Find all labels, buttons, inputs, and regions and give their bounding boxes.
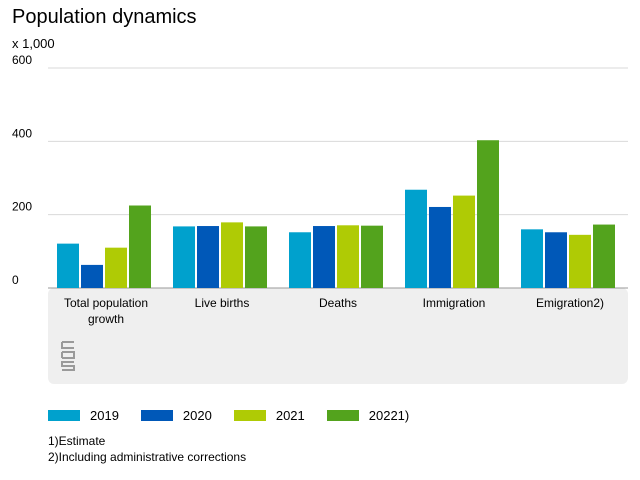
bar-2021-1[interactable] <box>221 222 243 288</box>
x-category-label: Immigration <box>423 296 486 310</box>
footnote-administrative: 2)Including administrative corrections <box>48 450 247 464</box>
bar-20221)-2[interactable] <box>361 225 383 288</box>
legend-item-2019[interactable]: 2019 <box>48 408 119 423</box>
legend-label: 2021 <box>275 408 305 423</box>
legend-item-20221)[interactable]: 20221) <box>326 408 410 423</box>
bar-2019-1[interactable] <box>173 226 195 288</box>
bar-20221)-1[interactable] <box>245 226 267 288</box>
legend-label: 2020 <box>182 408 212 423</box>
legend-swatch <box>48 410 80 421</box>
y-tick-label: 200 <box>12 200 32 214</box>
y-tick-label: 600 <box>12 53 32 67</box>
bar-2020-0[interactable] <box>81 264 103 288</box>
bar-2021-4[interactable] <box>569 234 591 288</box>
x-category-label: Live births <box>195 296 250 310</box>
bar-2020-3[interactable] <box>429 206 451 288</box>
bar-20221)-4[interactable] <box>593 224 615 288</box>
bars-layer <box>57 140 615 288</box>
chart-legend: 2019 2020 2021 20221) <box>48 408 431 423</box>
legend-label: 20221) <box>368 408 410 423</box>
cbs-logo-icon <box>61 341 75 371</box>
bar-20221)-3[interactable] <box>477 140 499 288</box>
x-category-label: Emigration2) <box>536 296 604 310</box>
legend-item-2021[interactable]: 2021 <box>233 408 305 423</box>
category-band-background <box>48 288 628 384</box>
legend-swatch <box>140 410 173 421</box>
y-tick-label: 400 <box>12 126 32 140</box>
x-category-label: growth <box>88 312 124 326</box>
bar-2020-2[interactable] <box>313 226 335 288</box>
legend-swatch <box>326 410 359 421</box>
bar-2019-2[interactable] <box>289 232 311 288</box>
bar-2019-3[interactable] <box>405 189 427 288</box>
chart-svg: 0 200 400 600 Total population growth Live bir… <box>12 53 628 384</box>
bar-2020-1[interactable] <box>197 226 219 288</box>
bar-2019-4[interactable] <box>521 229 543 288</box>
bar-2021-3[interactable] <box>453 195 475 288</box>
legend-item-2020[interactable]: 2020 <box>140 408 212 423</box>
y-axis-unit-label: x 1,000 <box>12 36 55 51</box>
bar-20221)-0[interactable] <box>129 205 151 289</box>
footnotes: 1)Estimate 2)Including administrative co… <box>48 433 246 465</box>
chart-title: Population dynamics <box>12 6 197 28</box>
legend-swatch <box>233 410 266 421</box>
bar-2021-0[interactable] <box>105 247 127 288</box>
legend-label: 2019 <box>90 408 119 423</box>
x-category-label: Total population <box>64 296 148 310</box>
footnote-estimate: 1)Estimate <box>48 434 106 448</box>
bar-2019-0[interactable] <box>57 243 79 288</box>
x-category-label: Deaths <box>319 296 357 310</box>
bar-2021-2[interactable] <box>337 225 359 288</box>
y-tick-label: 0 <box>12 273 19 287</box>
labels-layer: 0 200 400 600 Total population growth Live bir… <box>12 53 604 326</box>
bar-2020-4[interactable] <box>545 232 567 288</box>
